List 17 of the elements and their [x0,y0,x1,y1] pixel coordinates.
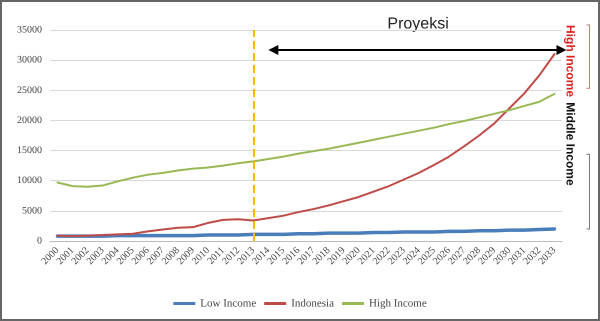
y-tick-label: 10000 [17,175,42,186]
y-tick-label: 0 [37,236,42,246]
text: Middle Income [563,102,578,186]
line-series [56,92,556,188]
annotation: Proyeksi [387,16,449,32]
line-series [56,227,556,238]
y-tick-label: 15000 [17,145,42,156]
line-series [56,53,556,238]
text: High Income [563,25,578,98]
legend-label: Low Income [200,298,256,310]
y-tick-label: 5000 [22,205,42,216]
legend-label: Indonesia [291,298,334,310]
y-tick-label: 25000 [17,84,42,96]
legend-label: High Income [368,298,427,310]
y-tick-label: 35000 [17,24,42,36]
y-tick-label: 20000 [17,114,42,126]
y-tick-label: 30000 [17,54,42,66]
